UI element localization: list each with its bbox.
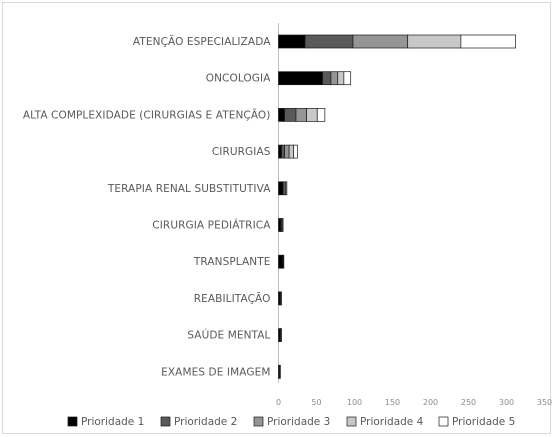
bar-segment-atencao-especializada-prioridade-2: [304, 34, 354, 49]
x-tick-label-50: 50: [311, 398, 321, 407]
x-tick-label-150: 150: [385, 398, 400, 407]
x-tick-label-300: 300: [499, 398, 514, 407]
legend-swatch-prioridade-1: [67, 416, 78, 427]
x-tick-label-100: 100: [347, 398, 362, 407]
legend: Prioridade 1 Prioridade 2 Prioridade 3 Prio…: [67, 416, 515, 428]
bar-segment-oncologia-prioridade-4: [337, 71, 345, 86]
bar-segment-cirurgias-prioridade-5: [293, 144, 298, 159]
bar-segment-exames-de-imagem-prioridade-3: [279, 364, 281, 379]
legend-label-prioridade-5: Prioridade 5: [452, 416, 515, 428]
bar-segment-oncologia-prioridade-5: [343, 71, 352, 86]
legend-swatch-prioridade-4: [346, 416, 357, 427]
category-label-cirurgia-pediatrica: CIRURGIA PEDIÁTRICA: [152, 219, 271, 232]
bar-segment-oncologia-prioridade-1: [278, 71, 323, 86]
bar-segment-cirurgias-prioridade-1: [278, 144, 282, 159]
legend-label-prioridade-4: Prioridade 4: [360, 416, 424, 428]
legend-swatch-prioridade-2: [160, 416, 171, 427]
category-label-oncologia: ONCOLOGIA: [206, 73, 271, 85]
bar-segment-transplante-prioridade-1: [278, 254, 284, 269]
bar-segment-alta-complexidade-cirurgias-e-atencao-prioridade-5: [316, 108, 326, 122]
legend-label-prioridade-1: Prioridade 1: [81, 416, 144, 428]
bar-segment-alta-complexidade-cirurgias-e-atencao-prioridade-4: [306, 108, 318, 122]
x-tick-label-0: 0: [276, 398, 281, 407]
category-label-saude-mental: SAÚDE MENTAL: [187, 329, 270, 342]
x-axis-ticks: 0 50 100 150 200 250 300 350: [276, 398, 552, 407]
x-tick-label-250: 250: [461, 398, 476, 407]
legend-label-prioridade-2: Prioridade 2: [174, 416, 237, 428]
chart-frame: ATENÇÃO ESPECIALIZADA ONCOLOGIA ALTA COMPL…: [2, 2, 552, 434]
category-label-reabilitacao: REABILITAÇÃO: [194, 292, 271, 305]
bar-segment-cirurgias-prioridade-3: [284, 144, 290, 159]
category-label-atencao-especializada: ATENÇÃO ESPECIALIZADA: [133, 35, 271, 48]
bar-segment-terapia-renal-substitutiva-prioridade-1: [278, 181, 284, 196]
x-tick-label-350: 350: [537, 398, 552, 407]
category-label-alta-complexidade-cirurgias-e-atencao: ALTA COMPLEXIDADE (CIRURGIAS E ATENÇÃO): [23, 108, 271, 121]
bar-segment-atencao-especializada-prioridade-4: [407, 34, 462, 49]
bar-segment-transplante-prioridade-2: [282, 254, 285, 269]
legend-swatch-prioridade-3: [253, 416, 264, 427]
category-label-transplante: TRANSPLANTE: [193, 256, 271, 268]
bar-segment-oncologia-prioridade-2: [322, 71, 332, 86]
bar-segment-alta-complexidade-cirurgias-e-atencao-prioridade-3: [295, 108, 307, 122]
bar-segment-atencao-especializada-prioridade-3: [352, 34, 409, 49]
category-labels: ATENÇÃO ESPECIALIZADA ONCOLOGIA ALTA COMPL…: [23, 35, 271, 378]
bar-segment-oncologia-prioridade-3: [330, 71, 339, 86]
bar-segment-reabilitacao-prioridade-3: [280, 291, 282, 306]
bar-segment-cirurgia-pediatrica-prioridade-4: [281, 218, 284, 232]
stacked-bar-chart: ATENÇÃO ESPECIALIZADA ONCOLOGIA ALTA COMPL…: [23, 23, 552, 428]
legend-label-prioridade-3: Prioridade 3: [267, 416, 330, 428]
category-label-terapia-renal-substitutiva: TERAPIA RENAL SUBSTITUTIVA: [107, 183, 271, 195]
bar-segment-terapia-renal-substitutiva-prioridade-3: [284, 181, 288, 196]
category-label-exames-de-imagem: EXAMES DE IMAGEM: [161, 366, 270, 378]
bar-segment-cirurgias-prioridade-4: [288, 144, 295, 159]
x-tick-label-200: 200: [423, 398, 438, 407]
bars: [278, 23, 516, 383]
bar-segment-alta-complexidade-cirurgias-e-atencao-prioridade-2: [284, 108, 297, 122]
bar-segment-alta-complexidade-cirurgias-e-atencao-prioridade-1: [278, 108, 285, 122]
legend-swatch-prioridade-5: [438, 416, 449, 427]
category-label-cirurgias: CIRURGIAS: [212, 146, 271, 158]
bar-segment-saude-mental-prioridade-3: [280, 328, 282, 342]
bar-segment-atencao-especializada-prioridade-1: [278, 34, 306, 49]
bar-segment-cirurgias-prioridade-2: [281, 144, 285, 159]
bar-segment-atencao-especializada-prioridade-5: [460, 34, 516, 49]
